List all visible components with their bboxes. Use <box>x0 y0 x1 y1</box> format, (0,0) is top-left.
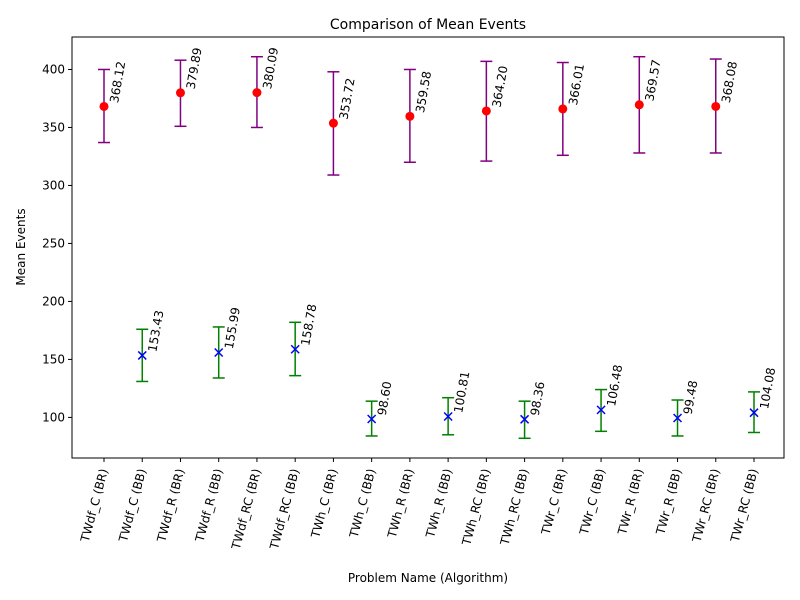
mean-marker-x <box>672 413 683 423</box>
mean-marker-x-stroke <box>290 344 300 354</box>
mean-marker-circle <box>99 101 109 111</box>
y-tick-label: 250 <box>42 236 65 250</box>
mean-marker-x <box>596 405 606 415</box>
mean-marker-x <box>137 350 147 360</box>
y-tick-label: 350 <box>42 120 65 134</box>
mean-marker-circle <box>252 88 262 98</box>
mean-marker-x-stroke <box>749 408 759 418</box>
mean-marker-x-stroke <box>596 405 606 415</box>
mean-marker-circle <box>634 100 644 110</box>
mean-marker-circle <box>175 88 185 98</box>
mean-marker-circle <box>711 101 721 111</box>
mean-marker-x <box>214 347 224 358</box>
mean-marker-x <box>749 408 759 418</box>
axes-frame <box>71 36 785 459</box>
mean-marker-x-stroke <box>137 350 147 360</box>
mean-marker-x-stroke <box>443 411 453 421</box>
data-label: 99.48 <box>681 379 701 415</box>
mean-marker-x <box>520 414 530 424</box>
mean-marker-x <box>443 411 453 421</box>
y-tick-label: 300 <box>42 178 65 192</box>
data-label: 98.36 <box>528 381 548 417</box>
chart-title: Comparison of Mean Events <box>330 17 526 33</box>
mean-marker-circle <box>405 111 415 121</box>
y-tick-label: 400 <box>42 62 65 76</box>
data-label: 98.60 <box>375 380 395 416</box>
mean-marker-x-stroke <box>367 414 377 424</box>
mean-marker-x-stroke <box>520 414 530 424</box>
y-tick-label: 200 <box>42 294 65 308</box>
x-axis-label: Problem Name (Algorithm) <box>348 571 508 585</box>
y-tick-label: 100 <box>42 410 65 424</box>
y-axis-label: Mean Events <box>14 208 28 285</box>
mean-marker-circle <box>481 106 491 116</box>
mean-marker-circle <box>328 118 338 128</box>
mean-marker-x <box>290 344 300 354</box>
mean-marker-circle <box>558 104 568 114</box>
mean-marker-x <box>367 414 377 424</box>
mean-marker-x-stroke <box>214 347 224 358</box>
mean-marker-x-stroke <box>672 413 683 423</box>
y-tick-label: 150 <box>42 352 65 366</box>
